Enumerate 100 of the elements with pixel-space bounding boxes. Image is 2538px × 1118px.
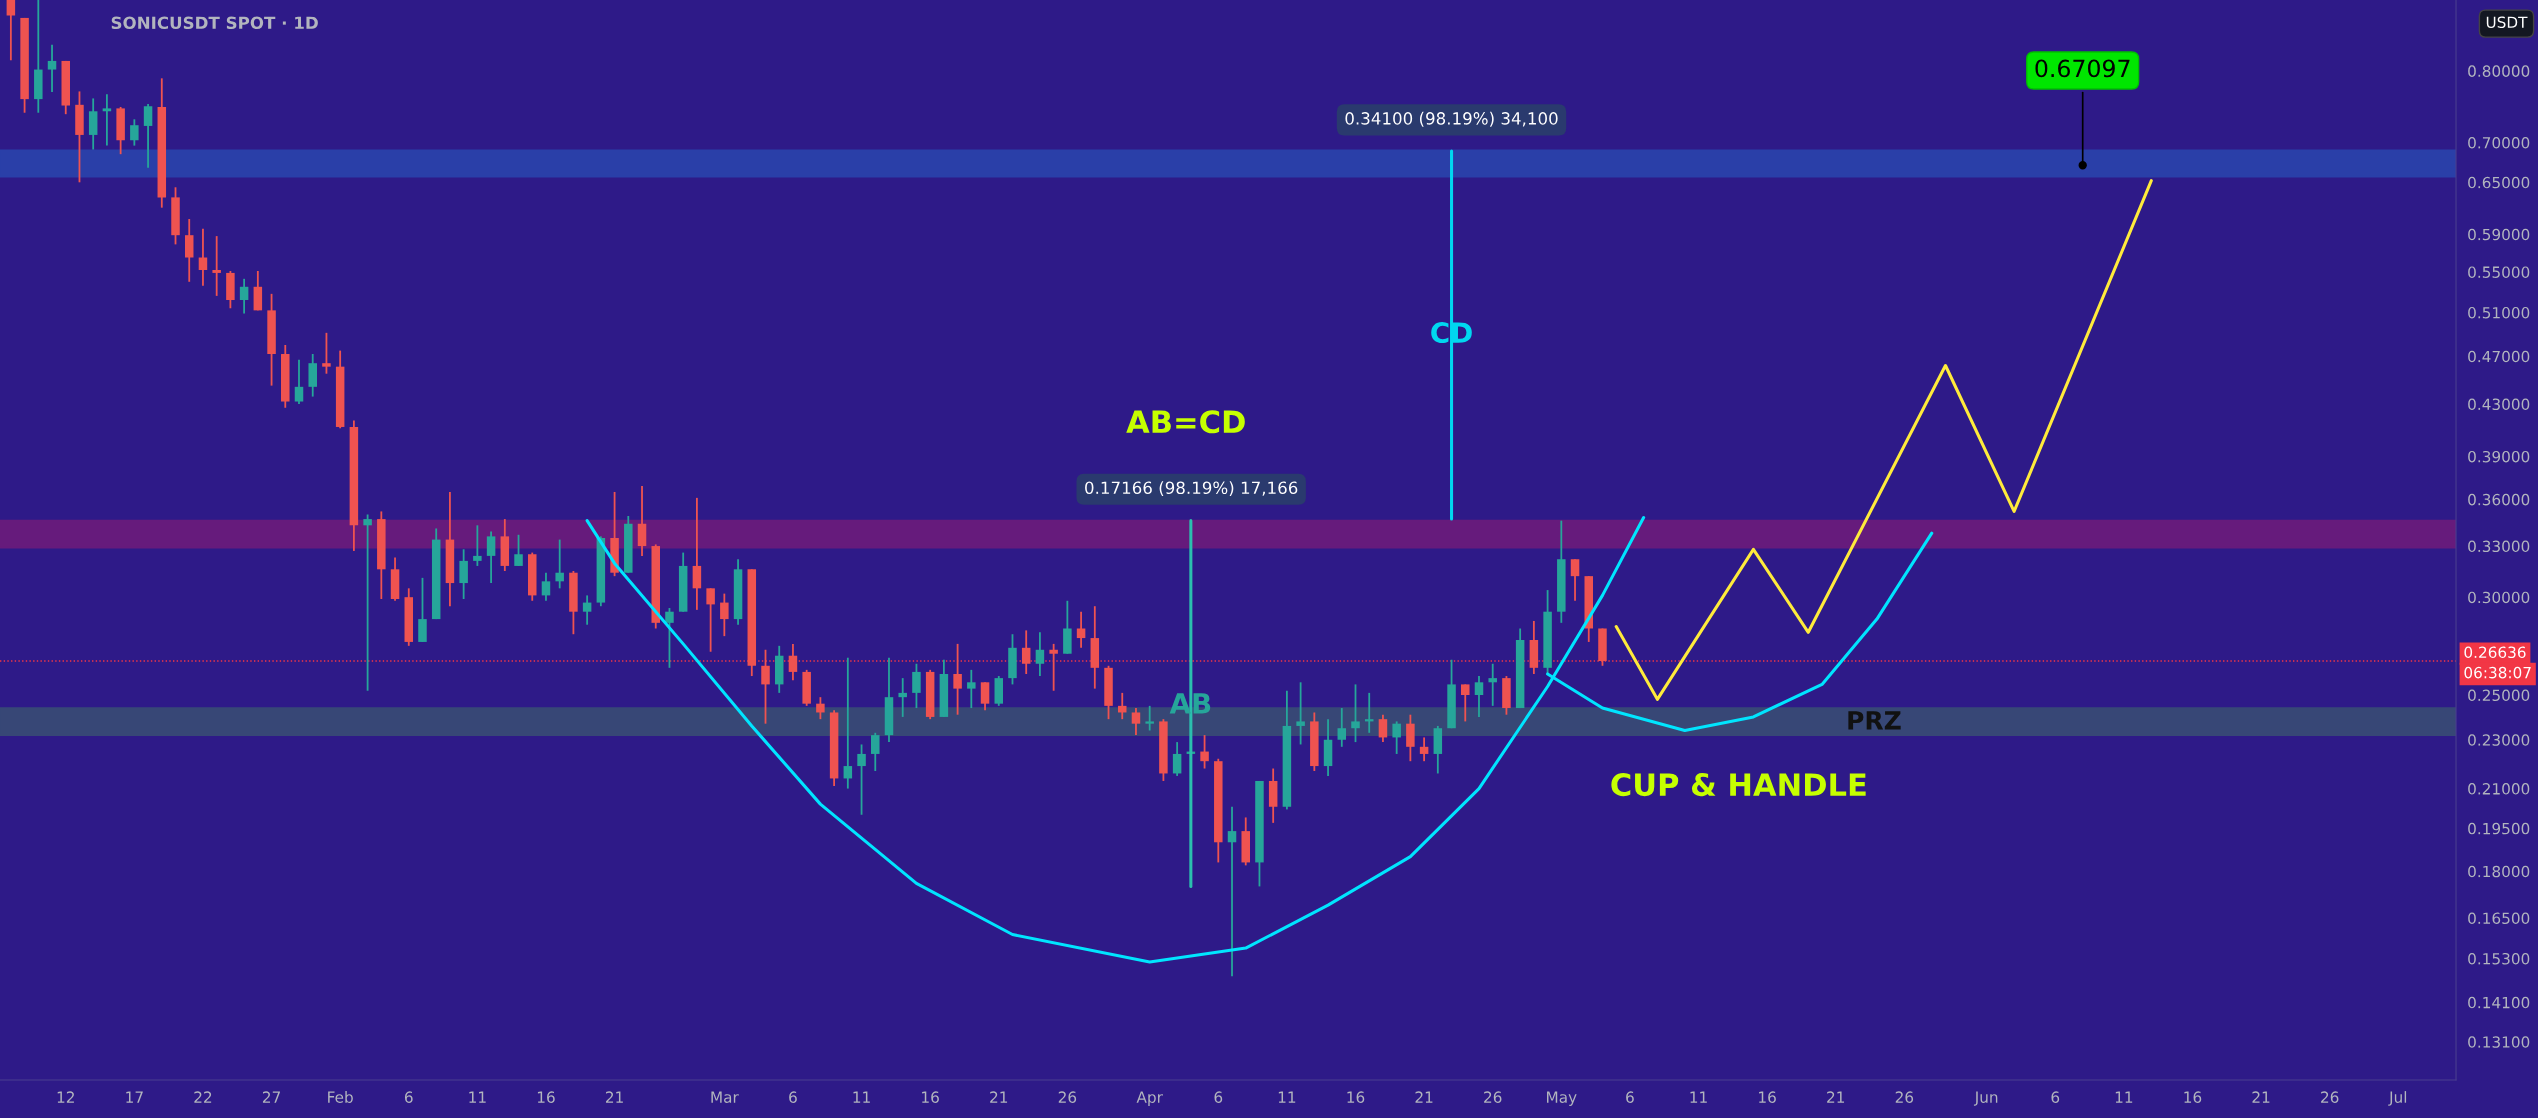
candlestick xyxy=(1131,707,1141,737)
candlestick xyxy=(239,277,249,315)
x-tick-label: 16 xyxy=(1759,1091,1776,1103)
y-tick-label: 0.19500 xyxy=(2468,822,2530,835)
candlestick xyxy=(6,0,16,62)
candlestick xyxy=(143,103,153,169)
candlestick xyxy=(1474,675,1484,718)
annotation: 0.67097 xyxy=(2035,59,2130,78)
x-tick-label: 17 xyxy=(126,1091,143,1103)
candlestick xyxy=(912,662,921,709)
annotation: PRZ xyxy=(1848,711,1901,730)
x-tick-label: 21 xyxy=(1827,1091,1845,1103)
x-tick-label: Apr xyxy=(1136,1091,1163,1106)
candlestick xyxy=(582,594,592,626)
candlestick xyxy=(1351,683,1360,744)
x-tick-label: 6 xyxy=(404,1091,413,1103)
y-tick-label: 0.70000 xyxy=(2468,137,2530,149)
y-tick-label: 0.13100 xyxy=(2468,1036,2530,1048)
x-tick-label: 11 xyxy=(2115,1091,2133,1103)
candlestick xyxy=(898,677,907,718)
candlestick xyxy=(322,331,331,375)
candlestick xyxy=(253,270,263,312)
candlestick xyxy=(47,43,57,94)
y-tick-label: 0.47000 xyxy=(2468,350,2530,363)
y-tick-label: 0.18000 xyxy=(2468,865,2530,878)
x-tick-label: 11 xyxy=(469,1091,486,1103)
candlestick xyxy=(1117,691,1127,721)
candlestick xyxy=(514,533,523,567)
candlestick xyxy=(459,548,468,600)
x-tick-label: 27 xyxy=(262,1091,280,1103)
candlestick xyxy=(198,227,208,287)
x-tick-label: 11 xyxy=(1278,1091,1296,1103)
candlestick xyxy=(871,731,880,772)
x-tick-label: 26 xyxy=(1484,1091,1502,1103)
candlestick xyxy=(1378,713,1388,744)
candlestick xyxy=(486,530,496,584)
candlestick xyxy=(555,538,564,590)
candlestick xyxy=(1172,741,1182,777)
candlestick xyxy=(761,648,770,725)
x-tick-label: 16 xyxy=(1347,1091,1365,1103)
annotation: CUP & HANDLE xyxy=(1611,773,1866,797)
y-tick-label: 0.23000 xyxy=(2468,734,2530,746)
candlestick xyxy=(363,513,372,692)
y-tick-label: 0.65000 xyxy=(2468,176,2530,189)
candlestick xyxy=(1337,707,1347,748)
candlestick xyxy=(1200,734,1209,770)
x-tick-label: 21 xyxy=(1415,1091,1433,1103)
candlestick xyxy=(541,571,551,602)
candlestick xyxy=(1488,662,1497,707)
y-tick-label: 0.39000 xyxy=(2468,450,2530,463)
x-tick-label: 12 xyxy=(57,1091,74,1103)
x-tick-label: 6 xyxy=(1214,1091,1223,1103)
annotation: 0.17166 (98.19%) 17,166 xyxy=(1085,481,1298,497)
text: SONICUSDT SPOT · 1D xyxy=(111,16,318,30)
candlestick xyxy=(1392,720,1401,755)
candlestick xyxy=(1049,642,1058,692)
candlestick xyxy=(1021,629,1031,675)
x-tick-label: 26 xyxy=(1058,1091,1077,1103)
candlestick xyxy=(788,642,798,682)
candlestick xyxy=(857,743,866,816)
x-tick-label: Jun xyxy=(1973,1091,1998,1106)
y-tick-label: 0.36000 xyxy=(2468,493,2530,506)
candlestick xyxy=(720,592,729,638)
candlestick xyxy=(637,485,647,557)
candlestick xyxy=(308,353,317,398)
y-tick-label: 0.55000 xyxy=(2468,266,2530,278)
candlestick xyxy=(88,97,98,151)
y-axis-title: USDT xyxy=(2486,16,2528,29)
x-tick-label: 6 xyxy=(2051,1091,2060,1103)
candlestick xyxy=(1296,681,1305,746)
x-tick-label: 6 xyxy=(1626,1091,1634,1103)
candlestick xyxy=(1145,704,1154,732)
annotation: 0.34100 (98.19%) 34,100 xyxy=(1345,111,1558,127)
x-tick-label: 26 xyxy=(2321,1091,2339,1103)
x-tick-label: 16 xyxy=(922,1091,939,1103)
candlestick xyxy=(102,93,112,147)
candlestick xyxy=(1035,631,1045,677)
x-tick-label: 26 xyxy=(1895,1091,1914,1103)
candlestick xyxy=(953,642,962,716)
x-tick-label: Jul xyxy=(2388,1091,2407,1106)
x-tick-label: 21 xyxy=(990,1091,1008,1103)
y-tick-label: 0.33000 xyxy=(2468,540,2530,553)
y-tick-label: 0.21000 xyxy=(2468,783,2530,795)
candlestick xyxy=(816,696,825,721)
x-tick-label: 16 xyxy=(2184,1091,2202,1103)
text: 06:38:07 xyxy=(2464,666,2531,679)
y-tick-label: 0.16500 xyxy=(2468,912,2530,924)
candlestick xyxy=(665,607,674,669)
candlestick xyxy=(1227,805,1237,978)
x-tick-label: 22 xyxy=(194,1091,212,1103)
candlestick xyxy=(1076,610,1086,649)
candlestick xyxy=(184,218,194,283)
ref-line-label: 0.26636 xyxy=(2464,646,2526,659)
y-tick-label: 0.80000 xyxy=(2468,65,2530,77)
candlestick xyxy=(294,358,304,405)
x-tick-label: 16 xyxy=(537,1091,555,1103)
candlestick xyxy=(692,496,702,611)
candlestick xyxy=(967,668,976,709)
candlestick xyxy=(473,524,482,567)
y-tick-label: 0.59000 xyxy=(2468,228,2530,241)
